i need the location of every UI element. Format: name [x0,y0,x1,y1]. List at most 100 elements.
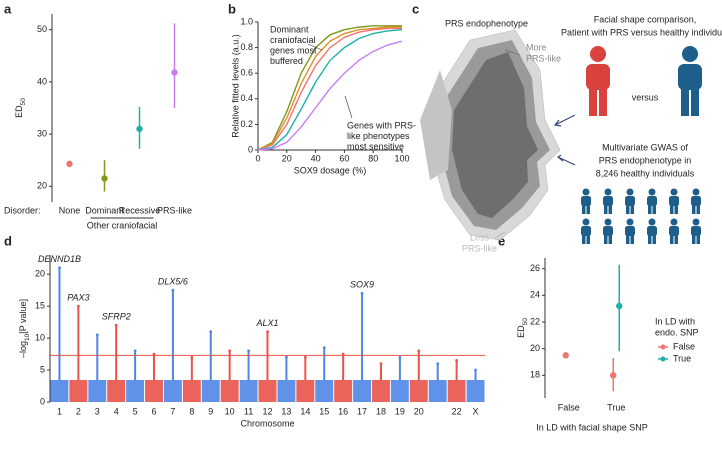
x-tick-label: 14 [300,406,310,416]
x-tick-label: 9 [208,406,213,416]
snp-band [296,380,315,402]
snp-band [145,380,163,402]
x-tick-label: Recessive [119,205,161,215]
x-tick-label: 16 [338,406,348,416]
snp-band [182,380,201,402]
snp-band [201,380,220,402]
peak-top [95,333,99,337]
annotation: Dominant [270,24,309,34]
snp-band [409,380,428,402]
y-tick-label: 10 [35,332,45,342]
x-tick-label: 0 [255,153,260,163]
snp-band [126,380,145,402]
x-tick-label: 11 [244,406,253,416]
point [562,352,569,359]
snp-band [69,380,88,402]
versus-text: versus [632,92,659,102]
point [171,69,178,76]
y-tick-label: 30 [37,128,47,138]
annotation: craniofacial [270,35,316,45]
legend-title: In LD with [655,316,695,326]
people-grid [581,188,701,244]
peak-top [322,346,326,350]
x-tick-label: False [558,402,580,412]
y-tick-label: 0.2 [240,119,253,129]
gene-label: PAX3 [67,293,89,303]
y-tick-label: 0 [40,396,45,406]
peak-top [76,304,80,308]
comparison-text: Facial shape comparison, [594,14,697,24]
peak-top [133,349,137,353]
x-tick-label: 100 [394,153,409,163]
curve [257,25,402,151]
y-tick-label: 18 [530,370,540,380]
point [610,372,617,379]
y-axis-label: ED50 [516,318,529,338]
gwas-text: 8,246 healthy individuals [596,168,695,178]
peak-top [360,291,364,295]
x-tick-label: 2 [76,406,81,416]
x-tick-label: 13 [281,406,291,416]
x-tick-label: 10 [225,406,235,416]
x-axis-label: Chromosome [240,418,294,428]
x-tick-label: 5 [133,406,138,416]
x-tick-label: 6 [152,406,157,416]
y-axis-label: ED50 [14,98,27,118]
y-tick-label: 0.4 [240,93,253,103]
x-tick-label: X [473,406,479,416]
gene-label: DLX5/6 [158,277,188,287]
annotation: genes most [270,45,317,55]
snp-band [447,380,466,402]
x-tick-label: 3 [95,406,100,416]
y-axis-label-suffix: [P value] [18,299,28,334]
row-label: Disorder: [4,205,41,215]
legend-label: True [673,353,691,363]
snp-band [315,380,334,402]
more-label: PRS-like [526,53,561,63]
curve [257,28,403,151]
x-tick-label: 1 [57,406,62,416]
peak-top [474,368,477,372]
curve [257,40,403,151]
x-tick-label: 80 [368,153,378,163]
panel-label: e [498,233,505,248]
snp-band [220,380,239,402]
y-axis-label-main: ED [14,105,24,118]
snp-band [258,380,277,402]
y-tick-label: 26 [530,263,540,273]
snp-band [107,380,126,402]
legend-title: endo. SNP [655,327,699,337]
peak-top [285,355,288,359]
snp-band [88,380,107,402]
gene-label: SFRP2 [102,312,131,322]
x-tick-label: 20 [282,153,292,163]
y-tick-label: 0.6 [240,68,253,78]
annotation: Genes with PRS- [347,120,416,130]
y-axis-label: –log10[P value] [18,299,31,358]
gwas-text: Multivariate GWAS of [602,142,688,152]
snp-band [353,380,372,402]
snp-band [277,380,296,402]
legend-label: False [673,341,695,351]
annotation: buffered [270,56,303,66]
x-tick-label: 20 [414,406,424,416]
group-label: Other craniofacial [87,220,158,230]
y-tick-label: 50 [37,24,47,34]
snp-band [50,380,69,402]
legend-swatch [660,344,666,350]
x-tick-label: 22 [452,406,462,416]
panel-label: a [4,1,12,16]
x-axis-label: In LD with facial shape SNP [536,422,648,432]
panel-label: d [4,233,12,248]
y-axis-label-sub: 50 [522,318,529,326]
x-tick-label: None [59,205,81,215]
peak-top [228,349,232,353]
peak-top [417,349,421,353]
person-red [586,46,610,116]
peak-top [190,355,194,359]
point [66,160,73,168]
face-title: PRS endophenotype [445,18,528,28]
annotation: like phenotypes [347,131,410,141]
gene-label: ALX1 [255,318,278,328]
